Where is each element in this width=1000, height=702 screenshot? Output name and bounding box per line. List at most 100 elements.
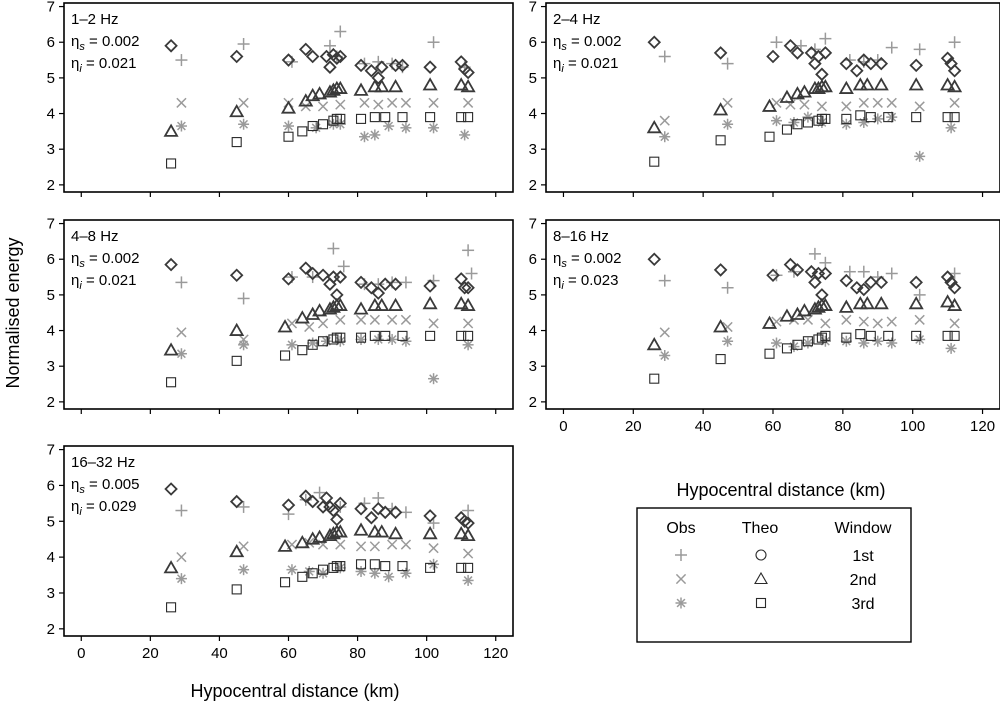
obs-3rd-point bbox=[659, 131, 671, 143]
obs-2nd-point bbox=[317, 101, 329, 112]
obs-1st-point bbox=[658, 50, 671, 63]
obs-2nd-point bbox=[820, 318, 831, 329]
theo-1st-point bbox=[395, 58, 410, 73]
theo-2nd-point bbox=[332, 524, 348, 538]
obs-1st-point bbox=[334, 25, 347, 38]
obs-3rd-point bbox=[372, 333, 384, 345]
theo-3rd-point bbox=[279, 577, 291, 588]
obs-2nd-point bbox=[841, 314, 852, 325]
obs-2nd-point bbox=[914, 314, 925, 325]
theo-3rd-point bbox=[328, 115, 339, 126]
theo-2nd-point bbox=[807, 301, 823, 315]
panel-eta-s-label: ηs = 0.002 bbox=[71, 33, 139, 53]
x-tick-label: 80 bbox=[835, 418, 852, 435]
theo-3rd-point bbox=[397, 330, 408, 341]
theo-3rd-point bbox=[792, 339, 803, 350]
y-tick-label: 6 bbox=[47, 251, 55, 268]
theo-1st-point bbox=[330, 51, 344, 66]
theo-3rd-point bbox=[816, 332, 827, 343]
theo-3rd-point bbox=[764, 348, 775, 359]
theo-3rd-point bbox=[463, 562, 474, 573]
panel-frame bbox=[545, 219, 1000, 410]
theo-1st-point bbox=[388, 277, 403, 291]
theo-3rd-point bbox=[865, 112, 876, 123]
obs-3rd-point bbox=[238, 339, 250, 351]
obs-1st-point bbox=[885, 267, 898, 280]
theo-2nd-point bbox=[646, 119, 662, 134]
theo-3rd-point bbox=[297, 345, 308, 356]
theo-1st-point bbox=[333, 496, 348, 511]
panel-eta-i-label: ηi = 0.023 bbox=[553, 272, 618, 292]
theo-2nd-point bbox=[422, 77, 438, 91]
obs-3rd-point bbox=[383, 571, 395, 583]
panel-band-label: 1–2 Hz bbox=[71, 11, 119, 28]
theo-3rd-point bbox=[328, 562, 339, 573]
obs-2nd-point bbox=[462, 97, 474, 108]
obs-1st-point bbox=[808, 247, 821, 260]
obs-3rd-point bbox=[770, 115, 782, 127]
theo-3rd-point bbox=[781, 124, 793, 135]
obs-3rd-point bbox=[369, 567, 381, 579]
obs-3rd-point bbox=[459, 129, 471, 141]
theo-3rd-point bbox=[911, 112, 922, 123]
panel-frame bbox=[63, 219, 514, 410]
y-tick-label: 6 bbox=[47, 477, 55, 494]
theo-3rd-point bbox=[166, 158, 177, 169]
x-tick-label: 60 bbox=[280, 645, 297, 662]
theo-1st-point bbox=[850, 280, 864, 295]
obs-2nd-point bbox=[722, 97, 733, 108]
theo-1st-point bbox=[647, 252, 662, 266]
panel-band-label: 16–32 Hz bbox=[71, 454, 135, 471]
theo-3rd-point bbox=[802, 117, 813, 128]
obs-2nd-point bbox=[886, 97, 897, 108]
theo-2nd-point bbox=[817, 297, 833, 311]
theo-1st-point bbox=[461, 65, 475, 80]
theo-2nd-point bbox=[908, 77, 924, 91]
obs-2nd-point bbox=[304, 537, 315, 548]
theo-3rd-point bbox=[425, 330, 436, 341]
legend-header-theo: Theo bbox=[742, 520, 779, 537]
theo-3rd-point bbox=[841, 332, 852, 343]
theo-3rd-point bbox=[317, 564, 329, 575]
obs-3rd-point bbox=[914, 333, 926, 345]
theo-1st-point bbox=[940, 51, 955, 66]
y-tick-label: 2 bbox=[47, 177, 55, 194]
obs-2nd-point bbox=[373, 99, 384, 110]
y-tick-label: 4 bbox=[529, 106, 537, 123]
obs-1st-point bbox=[885, 41, 898, 54]
theo-1st-point bbox=[815, 288, 829, 302]
obs-1st-point bbox=[462, 244, 475, 257]
theo-1st-point bbox=[330, 512, 344, 527]
y-tick-label: 5 bbox=[47, 513, 55, 530]
x-tick-label: 20 bbox=[625, 418, 642, 435]
theo-1st-point bbox=[354, 58, 368, 73]
theo-2nd-point bbox=[229, 543, 245, 558]
theo-2nd-point bbox=[779, 89, 795, 103]
obs-3rd-point bbox=[840, 118, 852, 130]
obs-2nd-point bbox=[872, 97, 883, 108]
theo-2nd-point bbox=[374, 78, 390, 93]
obs-2nd-point bbox=[369, 541, 380, 552]
obs-2nd-point bbox=[886, 316, 897, 327]
obs-2nd-point bbox=[317, 318, 329, 329]
theo-2nd-point bbox=[838, 299, 854, 313]
panel-frame bbox=[63, 2, 514, 193]
theo-2nd-point bbox=[322, 84, 338, 98]
theo-2nd-point bbox=[453, 77, 469, 91]
obs-3rd-point bbox=[175, 573, 187, 585]
theo-2nd-point bbox=[838, 80, 854, 94]
theo-3rd-point bbox=[397, 561, 408, 572]
theo-3rd-point bbox=[425, 562, 436, 573]
theo-1st-point bbox=[461, 280, 475, 295]
theo-1st-point bbox=[864, 275, 878, 290]
obs-1st-point bbox=[948, 36, 961, 49]
theo-1st-point bbox=[783, 257, 798, 272]
y-tick-label: 6 bbox=[529, 34, 537, 51]
obs-3rd-point bbox=[428, 558, 440, 570]
theo-3rd-point bbox=[166, 377, 177, 388]
obs-3rd-point bbox=[320, 335, 332, 347]
theo-1st-point bbox=[454, 272, 468, 286]
obs-2nd-point bbox=[428, 318, 439, 329]
